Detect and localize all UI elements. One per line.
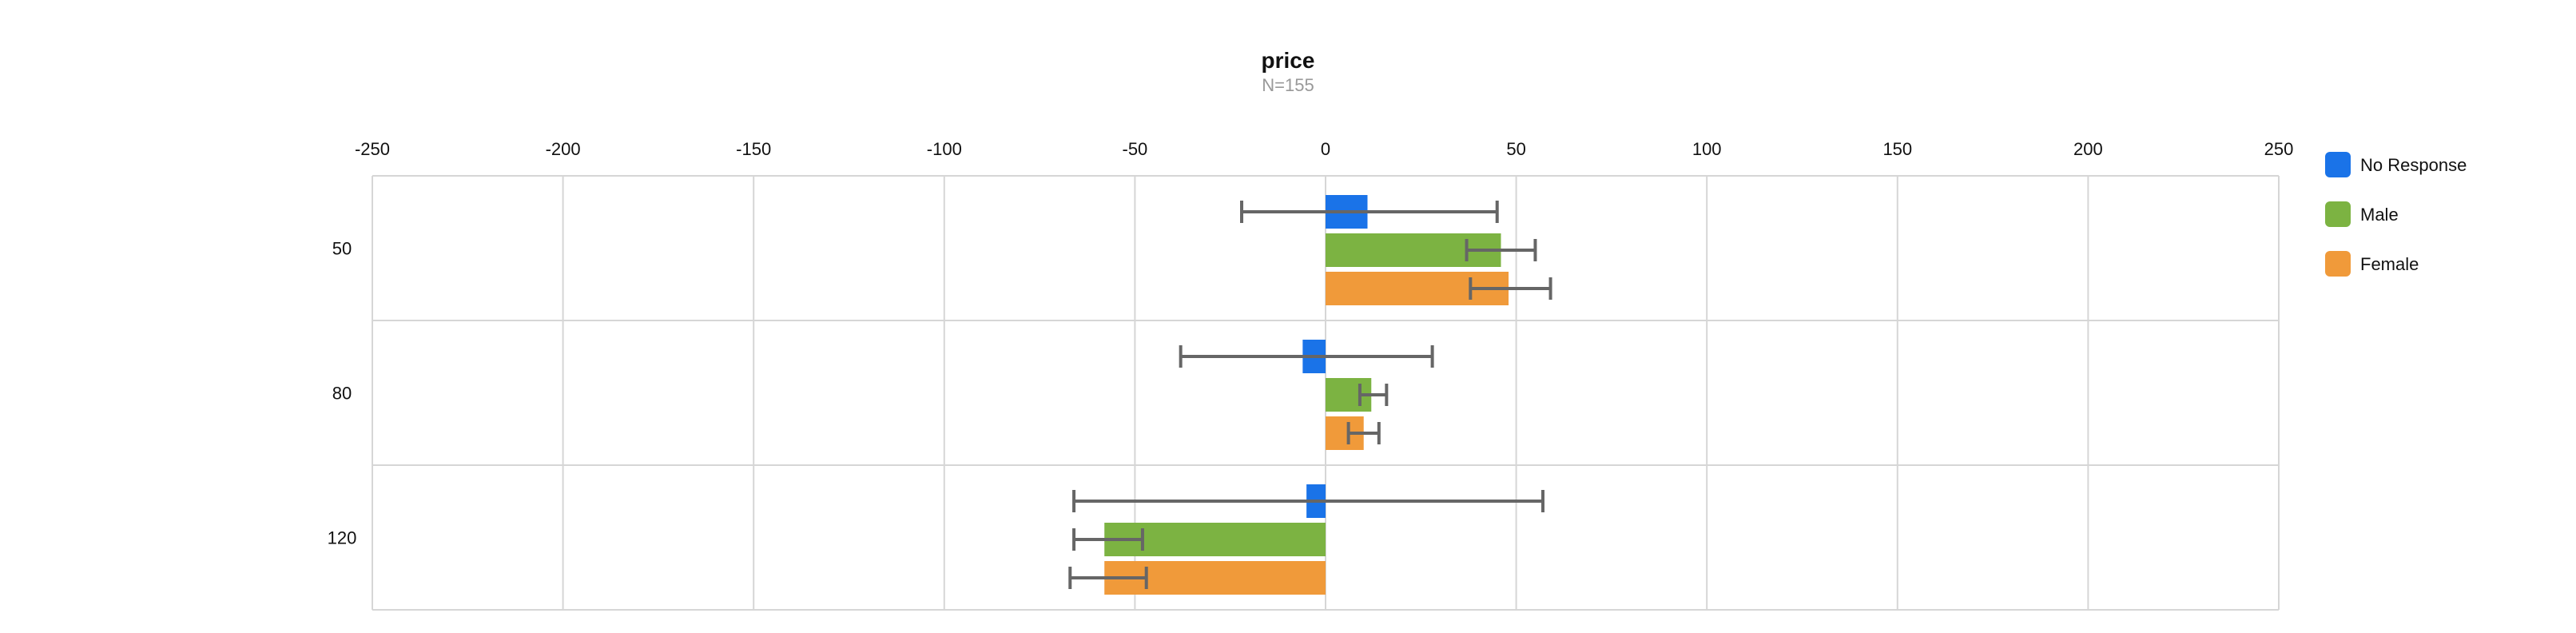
y-category-label: 50 — [332, 239, 352, 259]
x-tick-label: -50 — [1123, 139, 1148, 159]
chart-subtitle: N=155 — [1262, 75, 1314, 95]
x-tick-label: 0 — [1321, 139, 1330, 159]
x-tick-label: -200 — [546, 139, 581, 159]
y-category-label: 80 — [332, 384, 352, 404]
legend: No Response Male Female — [2325, 152, 2467, 277]
chart-title: price — [1262, 48, 1315, 73]
legend-label: No Response — [2360, 155, 2467, 175]
legend-swatch — [2325, 201, 2351, 227]
bars — [1104, 195, 1509, 595]
legend-swatch — [2325, 152, 2351, 177]
x-tick-label: -250 — [355, 139, 390, 159]
x-tick-label: 150 — [1882, 139, 1912, 159]
axis-ticks: -250 -200 -150 -100 -50 0 50 100 150 200 250 50 80 12… — [328, 139, 2294, 548]
x-tick-label: -100 — [927, 139, 962, 159]
x-tick-label: 100 — [1692, 139, 1722, 159]
x-tick-label: 50 — [1506, 139, 1525, 159]
y-category-label: 120 — [328, 528, 357, 548]
legend-swatch — [2325, 251, 2351, 277]
x-tick-label: 250 — [2264, 139, 2294, 159]
legend-label: Female — [2360, 254, 2419, 274]
x-tick-label: -150 — [736, 139, 771, 159]
x-tick-label: 200 — [2073, 139, 2103, 159]
error-bars — [1068, 201, 1552, 589]
legend-label: Male — [2360, 205, 2399, 225]
